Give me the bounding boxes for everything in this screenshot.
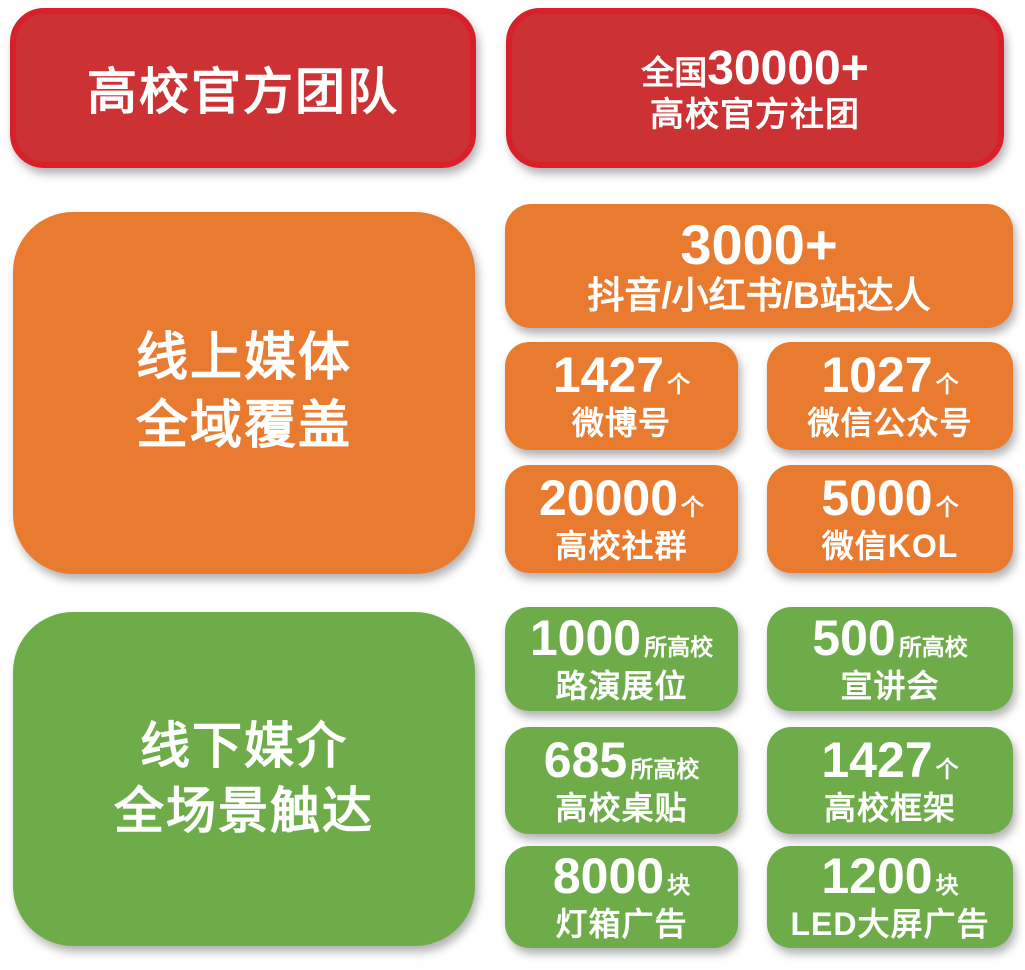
stat-label: 微信公众号 bbox=[807, 405, 973, 442]
stat-number: 8000 bbox=[552, 848, 665, 905]
stat-wechat-official-accounts: 1027 个 微信公众号 bbox=[767, 342, 1013, 450]
stat-number-line: 1427 个 bbox=[553, 350, 690, 400]
stat-label: 高校桌贴 bbox=[555, 789, 688, 826]
stat-number: 1200 bbox=[821, 848, 933, 905]
stat-number-line: 5000 个 bbox=[821, 473, 958, 523]
online-media-title-box: 线上媒体 全域覆盖 bbox=[13, 212, 475, 574]
stat-number: 500 bbox=[812, 610, 896, 667]
influencers-stat-box: 3000+ 抖音/小红书/B站达人 bbox=[505, 204, 1013, 328]
official-team-title-box: 高校官方团队 bbox=[10, 8, 476, 168]
stat-unit: 个 bbox=[935, 494, 959, 521]
stat-lightbox-ads: 8000 块 灯箱广告 bbox=[505, 846, 738, 948]
stat-label: 宣讲会 bbox=[840, 668, 940, 705]
online-media-title-line1: 线上媒体 bbox=[135, 329, 352, 388]
influencers-label: 抖音/小红书/B站达人 bbox=[587, 274, 931, 316]
offline-media-title-line1: 线下媒介 bbox=[140, 718, 348, 774]
stat-label: 微博号 bbox=[571, 405, 671, 442]
stat-unit: 个 bbox=[681, 494, 705, 521]
official-clubs-number-line: 全国 30000+ bbox=[641, 41, 869, 96]
stat-label: 灯箱广告 bbox=[555, 906, 688, 943]
stat-weibo-accounts: 1427 个 微博号 bbox=[505, 342, 738, 450]
stat-number: 1427 bbox=[552, 347, 665, 404]
stat-wechat-kol: 5000 个 微信KOL bbox=[767, 465, 1013, 573]
stat-campus-frames: 1427 个 高校框架 bbox=[767, 727, 1013, 834]
stat-number-line: 20000 个 bbox=[539, 473, 704, 523]
stat-number-line: 1200 块 bbox=[821, 851, 958, 901]
stat-label: 路演展位 bbox=[555, 668, 688, 705]
stat-unit: 个 bbox=[935, 755, 959, 782]
stat-number: 1427 bbox=[821, 731, 933, 788]
stat-unit: 所高校 bbox=[644, 634, 714, 661]
stat-unit: 所高校 bbox=[898, 634, 968, 661]
stat-number-line: 1427 个 bbox=[821, 735, 958, 785]
stat-number: 1027 bbox=[821, 347, 933, 404]
stat-unit: 块 bbox=[667, 872, 691, 899]
stat-label: 高校社群 bbox=[555, 528, 688, 565]
stat-label: 微信KOL bbox=[821, 528, 959, 565]
official-team-title: 高校官方团队 bbox=[87, 64, 399, 120]
stat-desk-stickers: 685 所高校 高校桌贴 bbox=[505, 727, 738, 834]
stat-led-screen-ads: 1200 块 LED大屏广告 bbox=[767, 846, 1013, 948]
stat-number: 20000 bbox=[538, 470, 679, 527]
stat-unit: 个 bbox=[935, 371, 959, 398]
stat-number-line: 500 所高校 bbox=[812, 613, 967, 663]
official-clubs-number: 30000+ bbox=[707, 41, 869, 95]
stat-unit: 个 bbox=[667, 371, 691, 398]
official-clubs-label: 高校官方社团 bbox=[650, 96, 860, 135]
offline-media-title-line2: 全场景触达 bbox=[114, 783, 374, 839]
stat-label: LED大屏广告 bbox=[790, 906, 990, 943]
official-clubs-stat-box: 全国 30000+ 高校官方社团 bbox=[506, 8, 1004, 168]
stat-roadshow-booths: 1000 所高校 路演展位 bbox=[505, 607, 738, 711]
offline-media-title-box: 线下媒介 全场景触达 bbox=[13, 612, 475, 946]
stat-number-line: 1027 个 bbox=[821, 350, 958, 400]
stat-number: 5000 bbox=[821, 470, 933, 527]
stat-number-line: 1000 所高校 bbox=[530, 613, 713, 663]
online-media-title-line2: 全域覆盖 bbox=[135, 397, 352, 455]
stat-number-line: 685 所高校 bbox=[544, 735, 699, 785]
official-clubs-prefix: 全国 bbox=[641, 53, 708, 91]
stat-label: 高校框架 bbox=[823, 789, 956, 826]
stat-number: 1000 bbox=[529, 610, 642, 667]
stat-info-sessions: 500 所高校 宣讲会 bbox=[767, 607, 1013, 711]
stat-unit: 块 bbox=[935, 872, 959, 899]
influencers-number: 3000+ bbox=[680, 212, 838, 276]
stat-number-line: 8000 块 bbox=[553, 851, 690, 901]
stat-campus-communities: 20000 个 高校社群 bbox=[505, 465, 738, 573]
stat-number: 685 bbox=[543, 731, 628, 788]
stat-unit: 所高校 bbox=[630, 755, 700, 782]
